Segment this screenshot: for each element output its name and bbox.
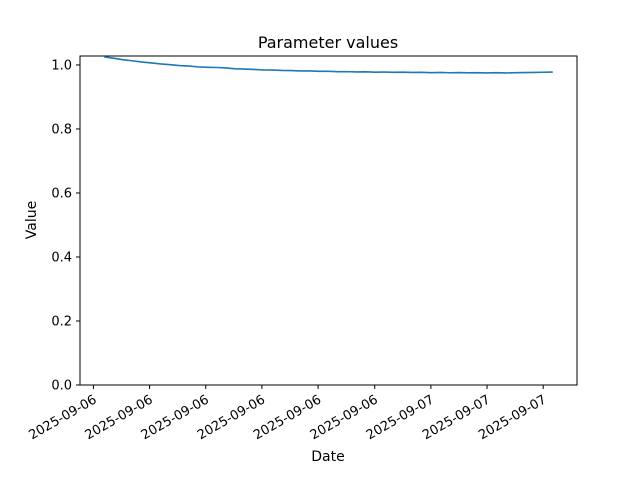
chart-title: Parameter values [258,33,398,52]
parameter-values-line [104,56,553,74]
x-axis-label: Date [311,449,344,465]
plot-area: 0.00.20.40.60.81.02025-09-062025-09-0620… [26,55,578,443]
y-tick-label: 0.4 [51,250,72,265]
axes-frame [79,55,578,386]
y-tick-label: 0.0 [51,379,72,394]
y-tick-label: 0.6 [51,186,72,201]
y-tick-label: 0.8 [51,122,72,137]
y-tick-label: 0.2 [51,314,72,329]
y-axis-label: Value [24,201,40,239]
y-tick-label: 1.0 [51,58,72,73]
